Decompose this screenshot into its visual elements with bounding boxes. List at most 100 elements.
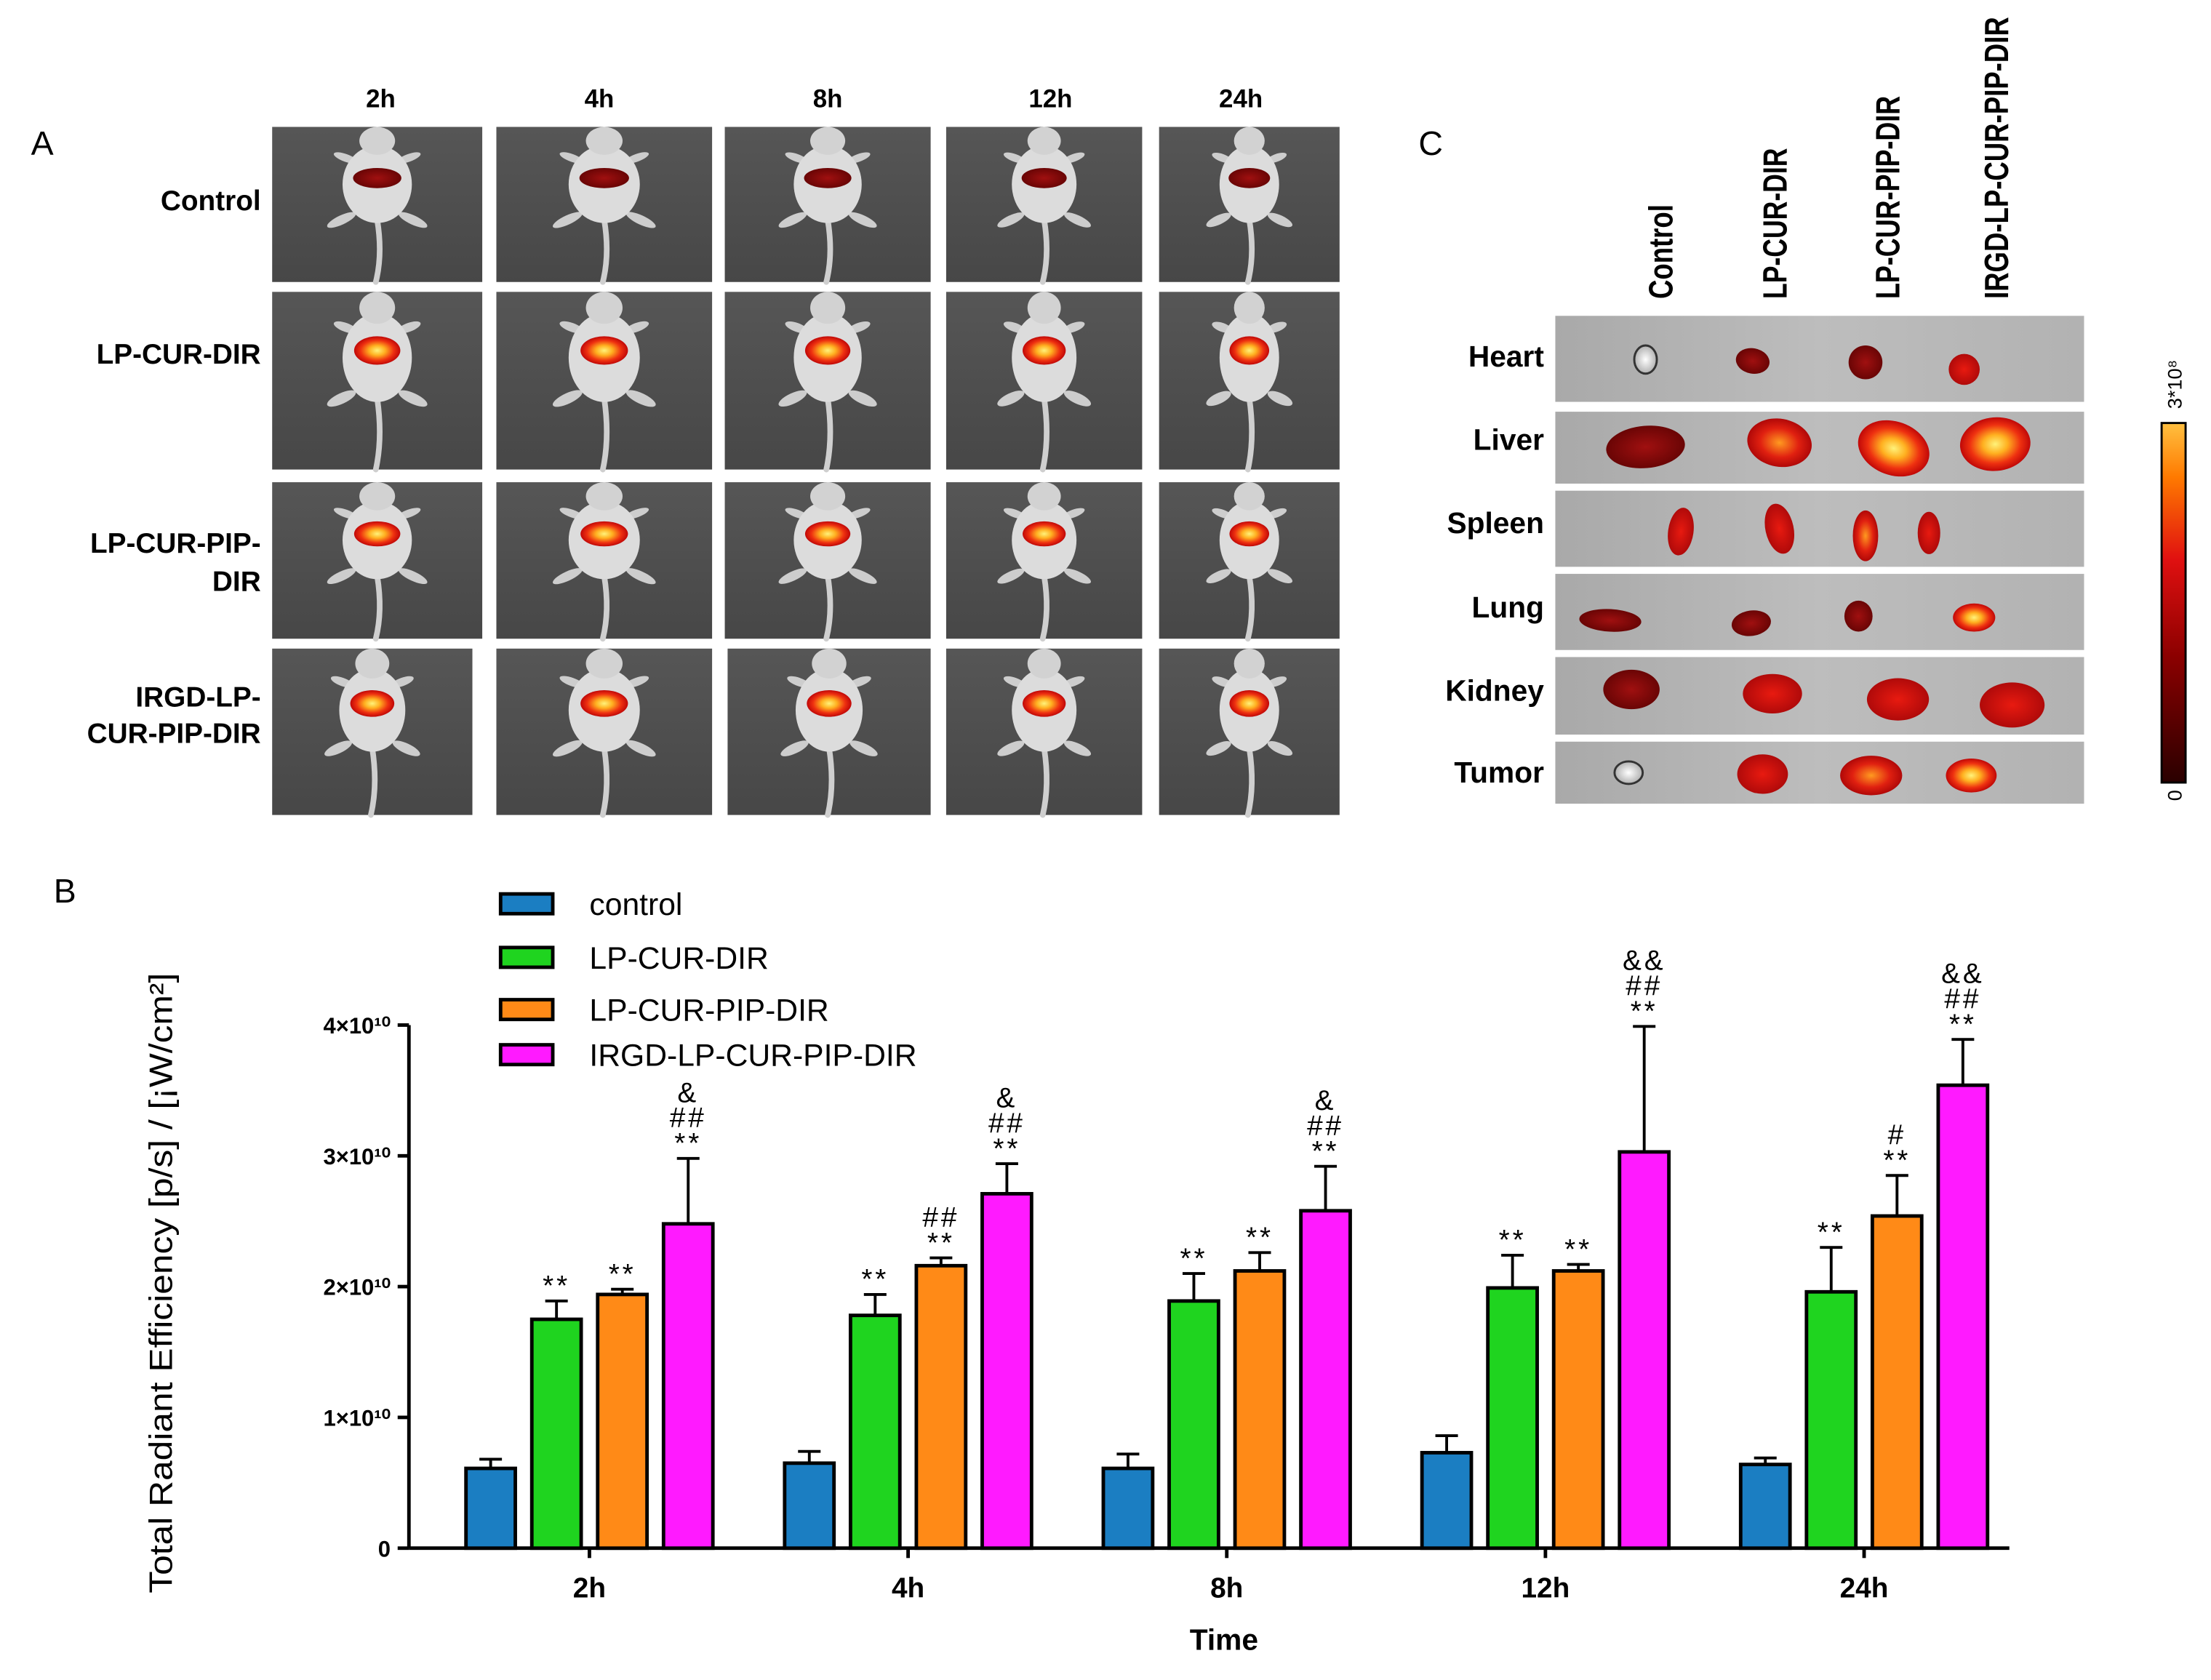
mouse-hind-leg <box>1063 740 1092 756</box>
mouse-image <box>945 292 1143 473</box>
mouse-hind-leg <box>398 212 428 228</box>
panel-b: B control LP-CUR-DIR LP-CUR-PIP-DIR IRGD-LP… <box>54 872 2010 1656</box>
mouse-image <box>1159 648 1340 818</box>
colorbar: 3*10⁸ 0 <box>2160 360 2187 801</box>
significance-label: & <box>677 1077 699 1108</box>
bar <box>1551 1269 1605 1551</box>
mouse-image <box>724 127 931 285</box>
mouse-image <box>945 127 1143 285</box>
mouse-hind-leg <box>324 740 352 756</box>
significance-label: ** <box>1564 1234 1592 1265</box>
bar <box>1233 1269 1287 1551</box>
organ-label: Spleen <box>1447 506 1543 540</box>
mouse-hind-leg <box>1206 569 1231 583</box>
organ-signal <box>1633 344 1658 375</box>
organ-image-strip <box>1555 741 2084 804</box>
mouse-image <box>272 292 483 473</box>
mouse-hind-leg <box>552 390 583 407</box>
mouse-hind-leg <box>848 568 877 584</box>
mouse-image <box>1159 127 1340 285</box>
mouse-head <box>359 127 396 155</box>
bar <box>1167 1299 1220 1551</box>
time-header: 2h <box>366 84 396 113</box>
mouse-hind-leg <box>1063 391 1092 407</box>
mouse-hind-leg <box>398 568 428 585</box>
mouse-head <box>359 482 396 511</box>
panel-c-organ-labels: Heart Liver Spleen Lung Kidney Tumor <box>1445 340 1544 789</box>
mouse-hind-leg <box>552 740 583 757</box>
legend-label: LP-CUR-DIR <box>589 941 768 976</box>
fluorescence-signal <box>353 336 401 365</box>
fluorescence-signal <box>580 336 628 365</box>
mouse-image <box>272 482 483 642</box>
mouse-tail <box>599 396 610 473</box>
significance-label: ## <box>1307 1111 1344 1142</box>
organ-signal <box>1917 511 1940 554</box>
significance-label: ** <box>1949 1009 1977 1040</box>
organ-signal <box>1747 418 1812 468</box>
mouse-image <box>272 127 483 285</box>
y-tick-label: 4×10¹⁰ <box>323 1013 391 1039</box>
fluorescence-signal <box>804 168 852 188</box>
strip-background <box>1555 574 2084 650</box>
bar <box>1101 1466 1155 1551</box>
panel-c-organ-images <box>1555 316 2084 804</box>
x-tick-label: 4h <box>892 1573 924 1604</box>
organ-group-header: Control <box>1642 204 1679 299</box>
mouse-image <box>496 127 713 285</box>
organ-signal <box>1953 603 1996 632</box>
colorbar-min-label: 0 <box>2163 790 2186 801</box>
mouse-image <box>724 482 931 642</box>
mouse-image <box>1159 292 1340 473</box>
mouse-head <box>1234 127 1265 155</box>
significance-label: ** <box>993 1133 1020 1164</box>
x-tick-label: 8h <box>1210 1573 1243 1604</box>
mouse-hind-leg <box>997 740 1025 756</box>
mouse-head <box>1027 482 1061 511</box>
group-label-line: Control <box>161 185 261 217</box>
mouse-image <box>496 482 713 642</box>
bar <box>1936 1083 1990 1551</box>
bar <box>783 1461 836 1551</box>
panel-c-group-headers: Control LP-CUR-DIR LP-CUR-PIP-DIR IRGD-LP-C… <box>1642 17 2015 299</box>
time-header: 24h <box>1219 84 1263 113</box>
panel-a-group-labels: Control LP-CUR-DIR LP-CUR-PIP- DIR IRGD-LP- C… <box>87 185 261 750</box>
significance-label: ** <box>1883 1145 1911 1176</box>
fluorescence-signal <box>804 336 851 365</box>
y-tick-label: 3×10¹⁰ <box>323 1144 391 1169</box>
significance-label: ## <box>1944 984 1981 1015</box>
mouse-tail <box>1244 573 1255 642</box>
organ-label: Kidney <box>1445 674 1544 708</box>
bar <box>1420 1451 1474 1551</box>
organ-signal <box>1852 510 1879 561</box>
significance-label: ** <box>861 1264 889 1295</box>
fluorescence-signal <box>807 690 852 717</box>
mouse-tail <box>825 745 835 818</box>
mouse-hind-leg <box>1206 391 1231 407</box>
mouse-image <box>727 648 931 818</box>
panel-c: C Control LP-CUR-DIR LP-CUR-PIP-DIR IRGD-LP… <box>1418 17 2187 804</box>
mouse-tail <box>372 573 383 642</box>
mouse-tail <box>823 217 833 285</box>
chart-significance-labels: ** ****** ******##** ****#**##&**##&**##&**… <box>543 945 1982 1302</box>
bar <box>980 1191 1033 1551</box>
significance-label: # <box>1888 1120 1906 1151</box>
significance-label: ## <box>670 1103 707 1134</box>
organ-signal <box>1840 756 1903 796</box>
fluorescence-signal <box>1229 690 1270 717</box>
organ-signal <box>1735 348 1770 374</box>
x-tick-label: 2h <box>573 1573 606 1604</box>
organ-signal <box>1946 759 1997 793</box>
legend-swatch <box>498 1043 555 1067</box>
significance-label: ## <box>1626 971 1663 1002</box>
significance-label: & <box>996 1083 1018 1114</box>
mouse-hind-leg <box>1206 212 1231 228</box>
organ-image-strip <box>1555 574 2084 650</box>
significance-label: ** <box>1499 1225 1527 1256</box>
panel-a-time-headers: 2h 4h 8h 12h 24h <box>366 84 1263 113</box>
mouse-tail <box>372 396 383 473</box>
mouse-head <box>585 292 623 324</box>
mouse-image <box>1159 482 1340 642</box>
mouse-head <box>810 482 846 511</box>
significance-label: & <box>1315 1085 1337 1116</box>
